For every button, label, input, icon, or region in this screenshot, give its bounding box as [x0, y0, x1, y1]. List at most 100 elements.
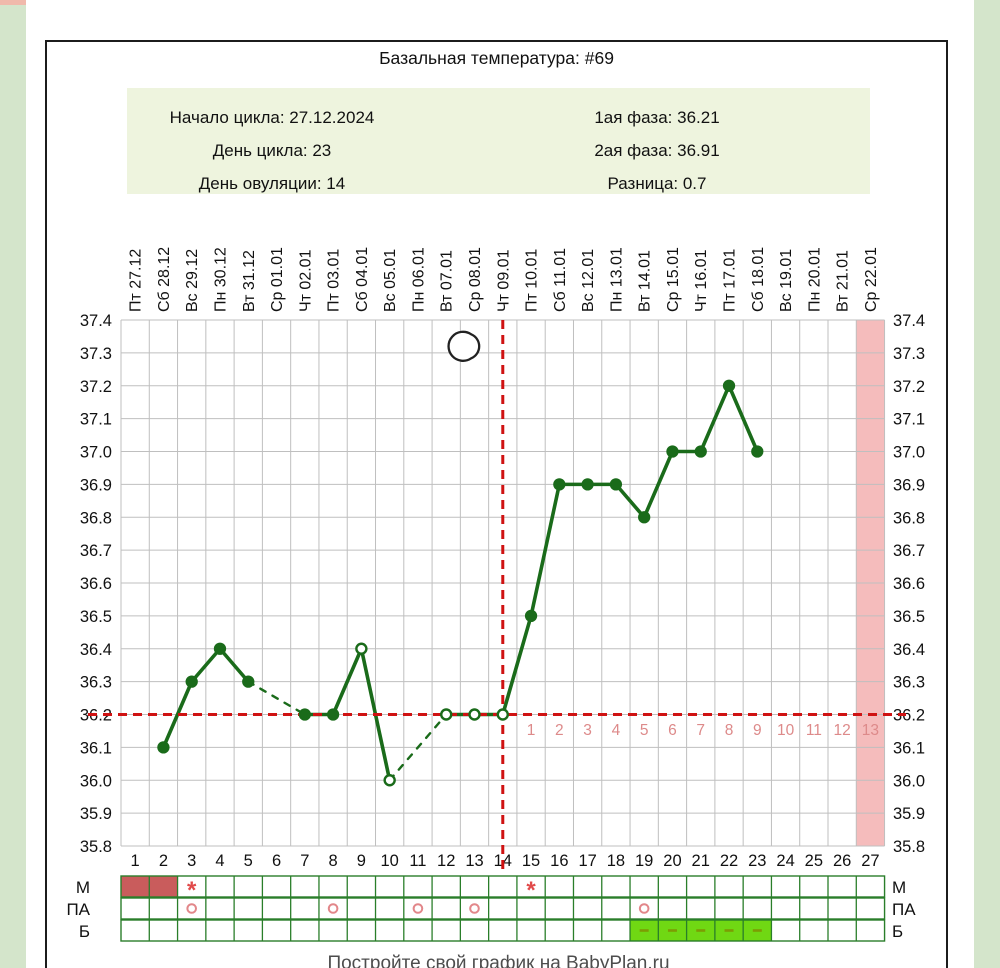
- day-number: 6: [272, 852, 281, 870]
- data-point-open: [355, 642, 368, 655]
- data-point-filled: [694, 445, 707, 458]
- date-label: Чт 09.01: [495, 249, 512, 312]
- y-tick-label: 36.4: [893, 641, 925, 659]
- y-tick-label: 37.2: [80, 378, 112, 396]
- cycle-info-box: Начало цикла: 27.12.2024 День цикла: 23 …: [127, 88, 870, 194]
- dpo-number: 13: [862, 722, 879, 739]
- date-label: Вс 19.01: [778, 249, 795, 312]
- y-tick-label: 36.3: [80, 674, 112, 692]
- row-label-right: М: [892, 878, 906, 897]
- y-tick-label: 37.1: [80, 411, 112, 429]
- row-label-left: М: [76, 878, 90, 897]
- grid: [120, 319, 886, 847]
- day-number: 23: [748, 852, 766, 870]
- day-number: 12: [437, 852, 455, 870]
- y-tick-label: 37.4: [80, 312, 112, 330]
- info-line-ovulation-day: День овуляции: 14: [198, 174, 346, 193]
- day-number: 24: [776, 852, 794, 870]
- y-tick-label: 36.7: [893, 542, 925, 560]
- intercourse-mark: [327, 903, 339, 914]
- y-tick-label: 37.3: [80, 345, 112, 363]
- menstruation-cell: [149, 876, 178, 897]
- info-line-phase1: 1ая фаза: 36.21: [594, 108, 720, 127]
- y-tick-label: 36.5: [893, 608, 925, 626]
- day-number: 16: [550, 852, 568, 870]
- line-segment-missing-day: [388, 713, 448, 782]
- date-labels: Пт 27.12 Сб 28.12 Вс 29.12 Пн 30.12 Вт 31.12…: [128, 247, 880, 312]
- y-tick-label: 37.2: [893, 378, 925, 396]
- day-number: 15: [522, 852, 540, 870]
- row-label-left: ПА: [66, 900, 90, 919]
- annotation-table: * * М М ПА ПА Б Б: [66, 875, 916, 942]
- dpo-number: 3: [583, 722, 592, 739]
- day-number: 5: [244, 852, 253, 870]
- y-axis-right: 37.4 37.3 37.2 37.1 37.0 36.9 36.8 36.7 36.6 36.5…: [893, 312, 925, 856]
- date-label: Вс 29.12: [184, 249, 201, 312]
- day-number: 18: [607, 852, 625, 870]
- data-point-open: [468, 708, 481, 721]
- date-label: Сб 28.12: [156, 247, 173, 312]
- date-label: Пт 03.01: [326, 249, 343, 312]
- line-segment: [161, 679, 194, 750]
- data-point-filled: [581, 478, 594, 491]
- data-point-filled: [609, 478, 623, 491]
- day-number: 21: [692, 852, 710, 870]
- y-tick-label: 36.0: [80, 772, 112, 790]
- data-point-filled: [638, 511, 651, 524]
- day-number: 7: [300, 852, 309, 870]
- line-segment: [331, 646, 364, 717]
- data-point-filled: [157, 741, 170, 754]
- day-number: 11: [409, 852, 426, 870]
- y-tick-label: 36.0: [893, 772, 925, 790]
- data-point-filled: [524, 609, 538, 623]
- info-line-cycle-start: Начало цикла: 27.12.2024: [169, 108, 375, 127]
- day-number: 9: [357, 852, 366, 870]
- y-tick-label: 35.8: [80, 838, 112, 856]
- day-number: 27: [861, 852, 879, 870]
- date-label: Пт 10.01: [524, 249, 541, 312]
- row-label-left: Б: [79, 922, 90, 941]
- date-label: Пн 30.12: [212, 247, 229, 312]
- day-number: 25: [805, 852, 823, 870]
- date-label: Ср 01.01: [269, 247, 286, 312]
- chart-title: Базальная температура: #69: [379, 48, 614, 68]
- y-tick-label: 37.3: [893, 345, 925, 363]
- intercourse-mark: [412, 903, 424, 914]
- day-number: 10: [380, 852, 398, 870]
- footer-watermark: Постройте свой график на BabyPlan.ru: [327, 953, 670, 968]
- y-tick-label: 36.5: [80, 608, 112, 626]
- date-label: Пт 17.01: [722, 249, 739, 312]
- day-number: 22: [720, 852, 738, 870]
- y-tick-label: 36.3: [893, 674, 925, 692]
- date-label: Вт 07.01: [439, 250, 456, 312]
- y-tick-label: 37.0: [893, 444, 925, 462]
- y-tick-label: 37.0: [80, 444, 112, 462]
- dpo-labels: 1 2 3 4 5 6 7 8 9 10 11 12 13: [527, 722, 879, 739]
- y-axis-left: 37.4 37.3 37.2 37.1 37.0 36.9 36.8 36.7 36.6 36.5…: [80, 312, 112, 856]
- data-point-filled: [185, 675, 198, 688]
- y-tick-label: 36.9: [893, 476, 925, 494]
- bbt-chart: Пт 27.12 Сб 28.12 Вс 29.12 Пн 30.12 Вт 31.12…: [66, 247, 925, 942]
- date-label: Чт 16.01: [693, 249, 710, 312]
- dpo-number: 7: [696, 722, 705, 739]
- line-segment-missing-day: [247, 680, 307, 716]
- data-point-open: [496, 708, 509, 721]
- row-label-right: ПА: [892, 900, 916, 919]
- line-segment: [614, 482, 646, 520]
- intercourse-mark: [469, 903, 480, 914]
- date-label: Пн 13.01: [608, 247, 625, 312]
- y-tick-label: 36.9: [80, 476, 112, 494]
- dpo-number: 1: [527, 722, 536, 739]
- data-point-filled: [326, 708, 340, 721]
- day-number: 2: [159, 852, 168, 870]
- y-tick-label: 36.1: [80, 739, 112, 757]
- y-tick-label: 36.6: [893, 575, 925, 593]
- day-number: 13: [465, 852, 483, 870]
- data-point-filled: [242, 675, 255, 688]
- y-tick-label: 36.8: [80, 509, 112, 527]
- line-segment: [642, 449, 675, 520]
- star-mark: *: [526, 877, 536, 904]
- dpo-number: 2: [555, 722, 564, 739]
- date-label: Чт 02.01: [297, 249, 314, 312]
- dpo-number: 12: [834, 722, 851, 739]
